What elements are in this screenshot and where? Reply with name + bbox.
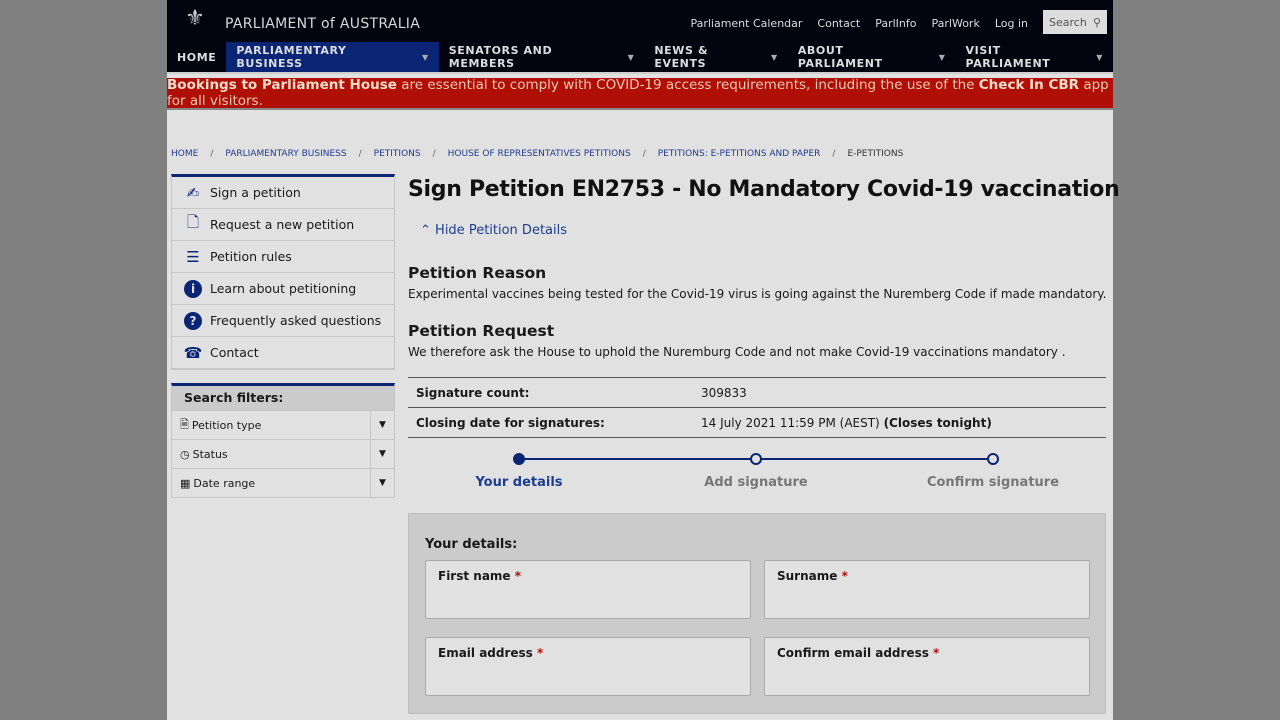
- file-plus-icon: 🗋: [186, 213, 200, 231]
- reason-text: Experimental vaccines being tested for t…: [408, 287, 1107, 301]
- calendar-icon: ▦: [180, 476, 191, 490]
- request-text: We therefore ask the House to uphold the…: [408, 345, 1066, 359]
- main-content: Sign Petition EN2753 - No Mandatory Covi…: [408, 174, 1120, 716]
- caret-down-icon: ▼: [771, 52, 778, 62]
- step-your-details: Your details: [439, 453, 599, 491]
- crumb-home[interactable]: HOME: [171, 149, 199, 159]
- filter-date-range[interactable]: ▦ Date range ▼: [172, 468, 394, 497]
- crumb-petitions[interactable]: PETITIONS: [373, 149, 421, 159]
- petition-info-table: Signature count: 309833 Closing date for …: [408, 377, 1106, 438]
- question-icon: ?: [184, 311, 202, 330]
- sidebar: ✍ Sign a petition 🗋 Request a new petition…: [171, 174, 395, 498]
- caret-down-icon: ▼: [938, 52, 946, 62]
- dropdown-arrow-icon[interactable]: ▼: [370, 440, 394, 468]
- main-nav: HOME PARLIAMENTARY BUSINESS ▼ SENATORS AN…: [167, 42, 1113, 74]
- covid-alert-banner: Bookings to Parliament House are essenti…: [167, 77, 1113, 110]
- site-brand[interactable]: PARLIAMENT of AUSTRALIA: [225, 16, 421, 32]
- document-icon: 🗎: [180, 417, 189, 431]
- link-parlinfo[interactable]: ParlInfo: [875, 17, 917, 30]
- nav-home[interactable]: HOME: [177, 50, 217, 64]
- sidebar-item-contact[interactable]: ☎ Contact: [172, 337, 394, 369]
- email-field[interactable]: Email address *: [425, 637, 751, 696]
- phone-icon: ☎: [183, 343, 203, 362]
- filter-status[interactable]: ◷ Status ▼: [172, 439, 394, 468]
- sidebar-item-request[interactable]: 🗋 Request a new petition: [172, 209, 394, 241]
- crumb-current: E-PETITIONS: [847, 149, 904, 159]
- hide-details-toggle[interactable]: ⌃ Hide Petition Details: [420, 223, 568, 238]
- alert-link-bookings[interactable]: Bookings to Parliament House: [167, 77, 397, 93]
- signature-icon: ✍: [186, 183, 200, 202]
- sidebar-item-rules[interactable]: ☰ Petition rules: [172, 241, 394, 273]
- breadcrumb: HOME / PARLIAMENTARY BUSINESS / PETITIONS /…: [171, 149, 904, 159]
- nav-news-events[interactable]: NEWS & EVENTS ▼: [654, 44, 778, 70]
- nav-visit[interactable]: VISIT PARLIAMENT ▼: [965, 44, 1103, 70]
- header: ⚜ PARLIAMENT of AUSTRALIA Parliament Cal…: [167, 0, 1113, 42]
- checklist-icon: ☰: [186, 247, 200, 266]
- reason-heading: Petition Reason: [408, 264, 547, 282]
- closing-date-value: 14 July 2021 11:59 PM (AEST) (Closes ton…: [693, 407, 1106, 438]
- crumb-parl-business[interactable]: PARLIAMENTARY BUSINESS: [225, 149, 347, 159]
- search-box[interactable]: Search ⚲: [1043, 10, 1107, 34]
- surname-field[interactable]: Surname *: [764, 560, 1090, 619]
- caret-down-icon: ▼: [1096, 52, 1103, 62]
- link-calendar[interactable]: Parliament Calendar: [690, 17, 803, 30]
- dropdown-arrow-icon[interactable]: ▼: [370, 469, 394, 497]
- dropdown-arrow-icon[interactable]: ▼: [370, 411, 394, 439]
- filter-petition-type[interactable]: 🗎 Petition type ▼: [172, 410, 394, 439]
- form-title: Your details:: [425, 537, 518, 552]
- nav-parliamentary-business[interactable]: PARLIAMENTARY BUSINESS ▼: [226, 42, 439, 72]
- first-name-field[interactable]: First name *: [425, 560, 751, 619]
- details-form: Your details: First name * Surname * Ema…: [408, 513, 1106, 714]
- crumb-epetitions-paper[interactable]: PETITIONS: E-PETITIONS AND PAPER: [657, 149, 821, 159]
- link-login[interactable]: Log in: [994, 17, 1028, 30]
- signature-count-value: 309833: [693, 377, 1106, 408]
- search-icon[interactable]: ⚲: [1092, 15, 1101, 29]
- step-confirm-signature: Confirm signature: [913, 453, 1073, 491]
- request-heading: Petition Request: [408, 322, 555, 340]
- info-icon: i: [184, 279, 202, 298]
- link-parlwork[interactable]: ParlWork: [931, 17, 980, 30]
- sidebar-item-learn[interactable]: i Learn about petitioning: [172, 273, 394, 305]
- chevron-up-icon: ⌃: [420, 223, 431, 238]
- signature-count-label: Signature count:: [408, 377, 693, 408]
- caret-down-icon: ▼: [627, 52, 635, 62]
- search-label: Search: [1049, 15, 1087, 29]
- filters-title: Search filters:: [172, 386, 394, 410]
- step-add-signature: Add signature: [676, 453, 836, 491]
- nav-senators-members[interactable]: SENATORS AND MEMBERS ▼: [448, 44, 635, 70]
- caret-down-icon: ▼: [422, 52, 429, 62]
- nav-about[interactable]: ABOUT PARLIAMENT ▼: [797, 44, 946, 70]
- search-filters: Search filters: 🗎 Petition type ▼ ◷ Status ▼…: [171, 383, 395, 498]
- alert-link-checkin[interactable]: Check In CBR: [978, 77, 1080, 93]
- clock-icon: ◷: [180, 447, 190, 461]
- sidebar-item-sign[interactable]: ✍ Sign a petition: [172, 177, 394, 209]
- coat-of-arms-logo[interactable]: ⚜: [185, 6, 205, 31]
- crumb-hor-petitions[interactable]: HOUSE OF REPRESENTATIVES PETITIONS: [447, 149, 631, 159]
- page-title: Sign Petition EN2753 - No Mandatory Covi…: [408, 177, 1120, 202]
- sidebar-item-faq[interactable]: ? Frequently asked questions: [172, 305, 394, 337]
- confirm-email-field[interactable]: Confirm email address *: [764, 637, 1090, 696]
- link-contact[interactable]: Contact: [817, 17, 861, 30]
- page: ⚜ PARLIAMENT of AUSTRALIA Parliament Cal…: [167, 0, 1120, 720]
- closing-date-label: Closing date for signatures:: [408, 407, 693, 438]
- progress-steps: Your details Add signature Confirm signa…: [408, 453, 1106, 503]
